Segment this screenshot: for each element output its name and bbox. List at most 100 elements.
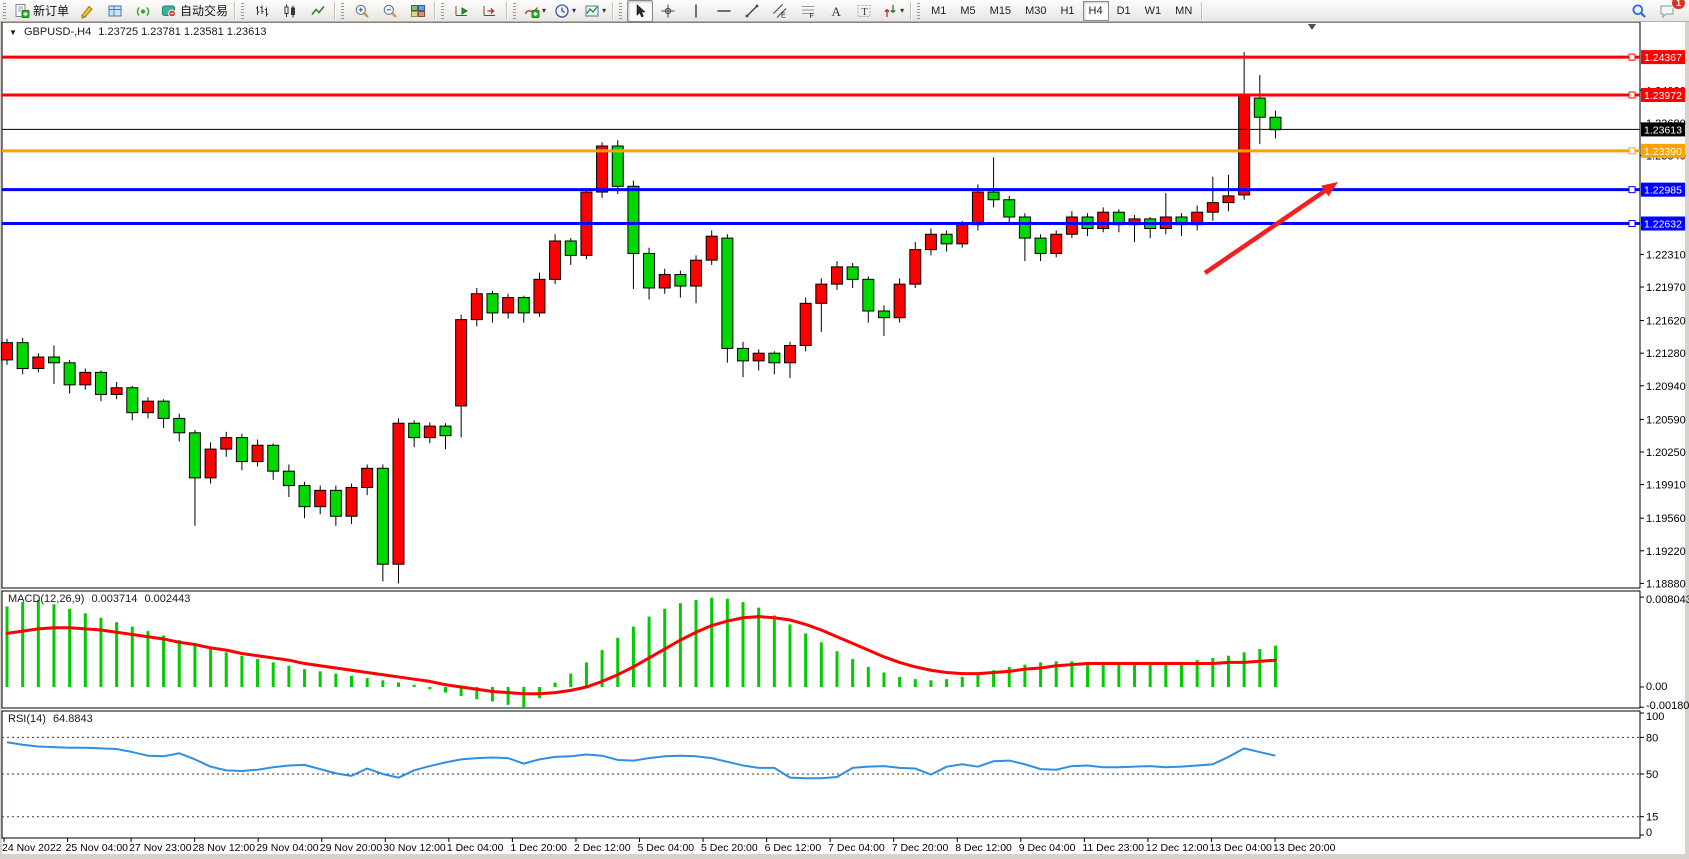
zoom-out-button[interactable] <box>377 0 403 22</box>
chevron-down-icon[interactable]: ▾ <box>602 6 607 15</box>
horizontal-line-button[interactable] <box>711 0 737 22</box>
time-axis[interactable]: 24 Nov 2022 25 Nov 04:00 27 Nov 23:00 28 No… <box>2 838 1336 854</box>
collapse-triangle-icon[interactable]: ▼ <box>9 28 17 37</box>
line-chart-button[interactable] <box>305 0 331 22</box>
tf-m30[interactable]: M30 <box>1019 1 1052 21</box>
macd-pane-border[interactable] <box>1 590 1641 709</box>
styler-button[interactable] <box>74 0 100 22</box>
price-badge-label: 1.24367 <box>1644 52 1682 64</box>
search-button[interactable] <box>1626 0 1652 22</box>
candle <box>32 356 45 370</box>
chevron-down-icon[interactable]: ▾ <box>542 6 547 15</box>
periods-button[interactable]: ▾ <box>551 0 579 22</box>
macd-bar <box>1273 645 1277 687</box>
chart-background[interactable] <box>0 22 1689 859</box>
macd-bar <box>600 650 604 687</box>
auto-scroll-button[interactable] <box>449 0 475 22</box>
chevron-down-icon[interactable]: ▾ <box>900 6 905 15</box>
rsi-line <box>6 741 1276 780</box>
bar-chart-button[interactable] <box>249 0 275 22</box>
new-order-button[interactable]: 新订单 <box>11 0 72 22</box>
rsi-axis-label: 15 <box>1646 812 1658 824</box>
macd-bar <box>647 616 651 687</box>
tf-m1-label: M1 <box>931 4 947 17</box>
tf-w1[interactable]: W1 <box>1139 1 1168 21</box>
tf-mn[interactable]: MN <box>1169 1 1198 21</box>
line-handle[interactable] <box>1628 53 1636 61</box>
trend-arrow[interactable] <box>1203 189 1327 275</box>
candle <box>721 237 734 349</box>
signals-button[interactable] <box>130 0 156 22</box>
text-button[interactable]: A <box>823 0 849 22</box>
tf-d1[interactable]: D1 <box>1111 1 1137 21</box>
crosshair-icon <box>660 3 676 19</box>
profiles-button[interactable] <box>102 0 128 22</box>
chart-shift-marker[interactable] <box>1308 24 1316 30</box>
tf-m5[interactable]: M5 <box>954 1 981 21</box>
macd-bar <box>397 682 400 687</box>
line-handle[interactable] <box>1628 186 1636 194</box>
tf-m1[interactable]: M1 <box>925 1 952 21</box>
candlestick-chart-button[interactable] <box>277 0 303 22</box>
candle <box>423 425 436 439</box>
chart-shift-button[interactable] <box>477 0 503 22</box>
rsi-indicator-label: RSI(14) 64.8843 <box>8 713 97 725</box>
symbol-ohlc: 1.23725 1.23781 1.23581 1.23613 <box>98 26 267 38</box>
candle <box>1 342 13 361</box>
candle <box>1097 211 1110 230</box>
line-handle[interactable] <box>1628 147 1636 155</box>
macd-pane[interactable]: 0.008043 0.00 -0.001807 <box>5 594 1689 712</box>
macd-signal-line <box>5 615 1277 696</box>
time-label: 7 Dec 20:00 <box>892 842 949 854</box>
macd-bar <box>1195 660 1199 687</box>
crosshair-button[interactable] <box>655 0 681 22</box>
vertical-line-button[interactable] <box>683 0 709 22</box>
zoom-in-button[interactable] <box>349 0 375 22</box>
candle <box>658 274 671 289</box>
fibo-icon: F <box>800 3 816 19</box>
chevron-down-icon[interactable]: ▾ <box>572 6 577 15</box>
symbol-name: GBPUSD-,H4 <box>23 26 92 38</box>
tf-h1-label: H1 <box>1060 4 1075 17</box>
templates-button[interactable]: ▾ <box>581 0 609 22</box>
candle <box>1018 216 1031 239</box>
new-chart-button[interactable]: ▾ <box>521 0 549 22</box>
tf-h1[interactable]: H1 <box>1054 1 1080 21</box>
rsi-pane[interactable]: 100 80 50 15 0 <box>2 711 1664 839</box>
rsi-axis-label: 0 <box>1646 827 1652 839</box>
candle <box>517 297 530 314</box>
svg-text:T: T <box>862 7 868 18</box>
macd-bar <box>522 687 526 708</box>
rsi-name: RSI(14) <box>8 713 46 725</box>
price-badge-label: 1.23972 <box>1644 90 1682 102</box>
trendline-button[interactable] <box>739 0 765 22</box>
macd-bar <box>678 603 682 687</box>
candle <box>784 345 796 364</box>
hline-icon <box>716 3 732 19</box>
time-label: 2 Dec 12:00 <box>574 842 631 854</box>
symbol-label[interactable]: ▼ GBPUSD-,H4 1.23725 1.23781 1.23581 1.2… <box>9 26 271 38</box>
notifications-button[interactable]: 1 <box>1654 0 1686 22</box>
main-pane-border[interactable] <box>1 21 1641 589</box>
tf-m15[interactable]: M15 <box>984 1 1017 21</box>
candle <box>79 371 92 386</box>
fibonacci-button[interactable]: F <box>795 0 821 22</box>
macd-bar <box>1164 663 1168 687</box>
tf-h4[interactable]: H4 <box>1082 0 1109 21</box>
candle <box>909 249 922 285</box>
trend-arrow-head[interactable] <box>1321 182 1338 197</box>
arrows-button[interactable]: ▾ <box>879 0 907 22</box>
toolbar-separator <box>1201 1 1204 20</box>
toolbar-grip <box>241 2 245 19</box>
text-label-button[interactable]: T <box>851 0 877 22</box>
candle <box>752 352 765 362</box>
line-handle[interactable] <box>1628 220 1636 228</box>
equidistant-channel-button[interactable]: E <box>767 0 793 22</box>
tile-windows-button[interactable] <box>405 0 431 22</box>
auto-trading-button[interactable]: 自动交易 <box>158 0 231 22</box>
macd-bar <box>1148 662 1152 687</box>
cursor-button[interactable] <box>627 0 654 22</box>
line-handle[interactable] <box>1628 91 1636 99</box>
macd-bar <box>1023 664 1027 687</box>
